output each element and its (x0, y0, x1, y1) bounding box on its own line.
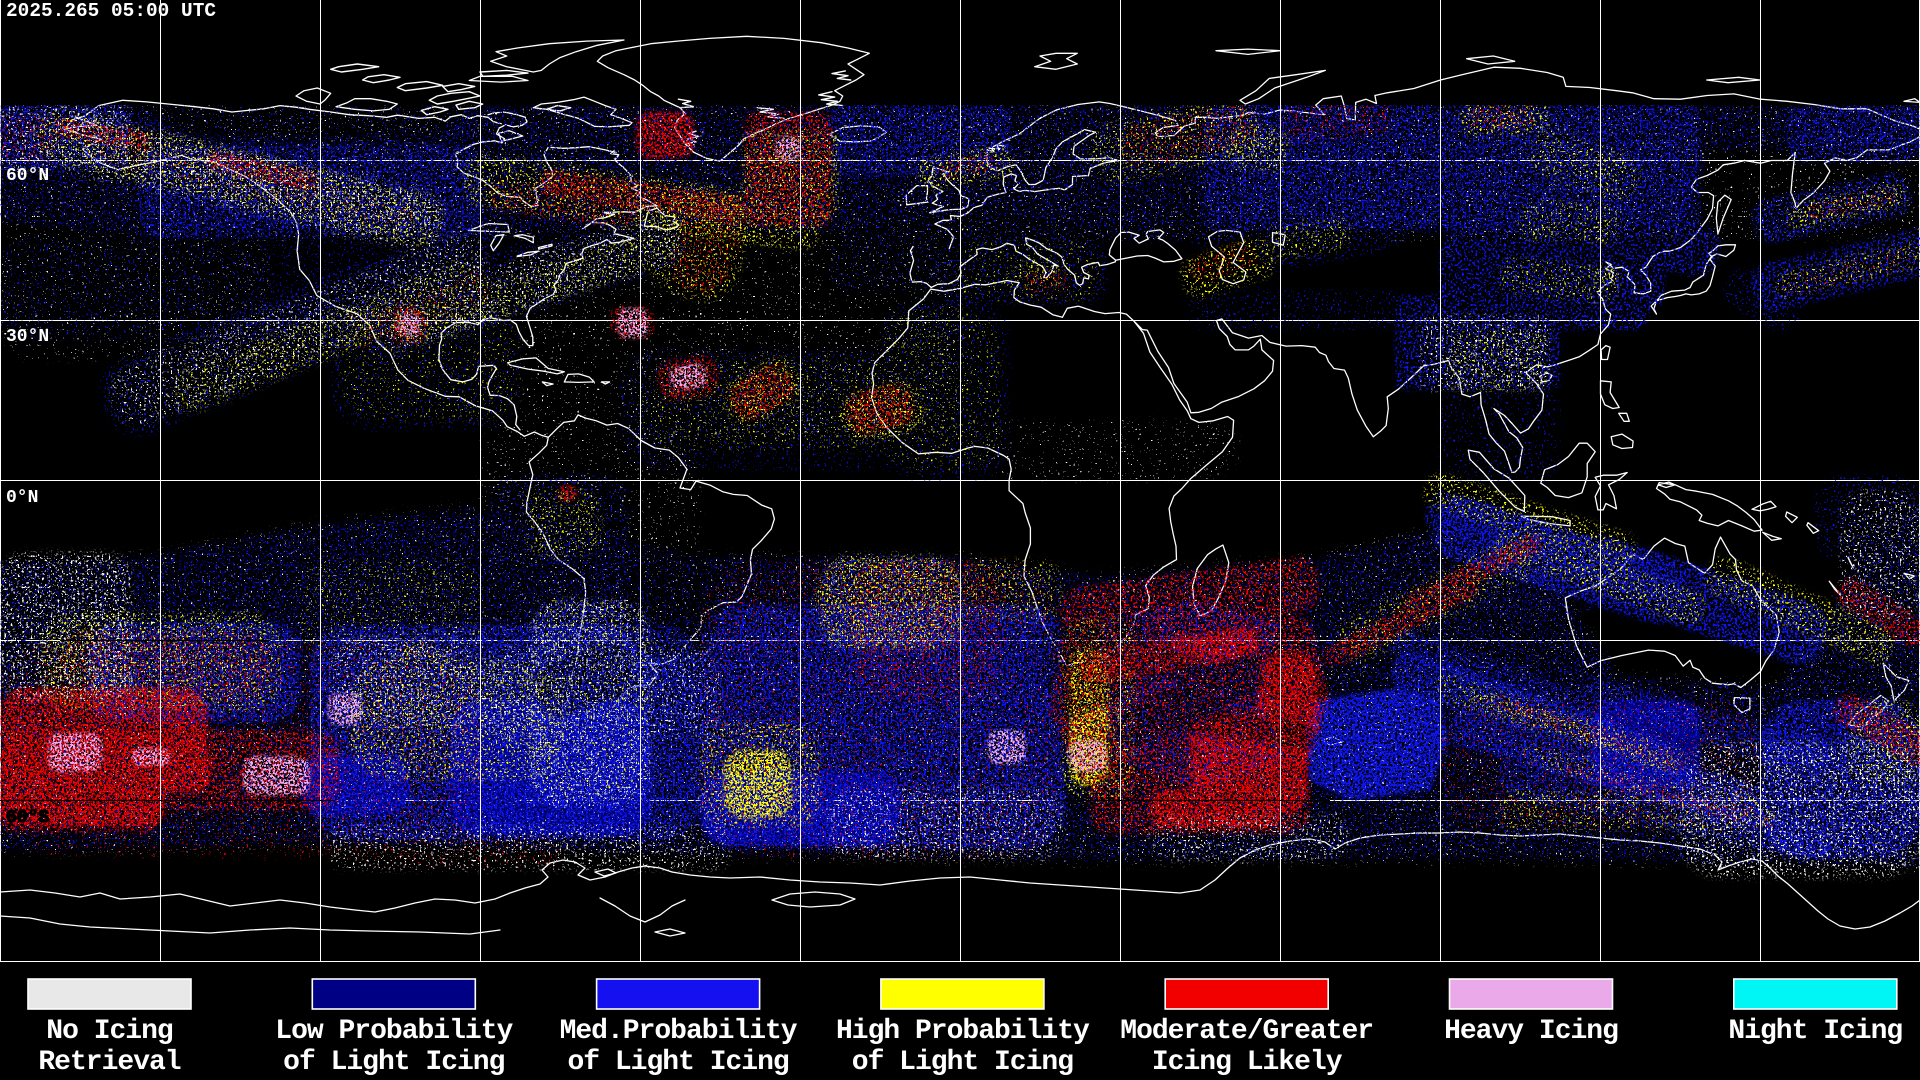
svg-text:No Icing: No Icing (46, 1016, 173, 1047)
svg-text:0°N: 0°N (6, 488, 38, 508)
svg-text:Low Probability: Low Probability (275, 1016, 513, 1047)
svg-text:60°N: 60°N (6, 166, 49, 186)
svg-text:Heavy Icing: Heavy Icing (1444, 1016, 1618, 1047)
svg-text:2025.265 05:00 UTC: 2025.265 05:00 UTC (6, 0, 216, 22)
svg-text:of Light Icing: of Light Icing (852, 1047, 1073, 1078)
svg-text:Moderate/Greater: Moderate/Greater (1120, 1016, 1373, 1047)
svg-text:30°N: 30°N (6, 327, 49, 347)
svg-text:60°S: 60°S (6, 808, 49, 828)
svg-text:Retrieval: Retrieval (38, 1047, 180, 1078)
svg-text:of Light Icing: of Light Icing (567, 1047, 788, 1078)
svg-text:of Light Icing: of Light Icing (283, 1047, 504, 1078)
svg-text:High Probability: High Probability (836, 1016, 1090, 1047)
svg-text:Med.Probability: Med.Probability (560, 1016, 798, 1047)
svg-text:Night Icing: Night Icing (1728, 1016, 1902, 1047)
svg-text:Icing Likely: Icing Likely (1152, 1047, 1343, 1078)
